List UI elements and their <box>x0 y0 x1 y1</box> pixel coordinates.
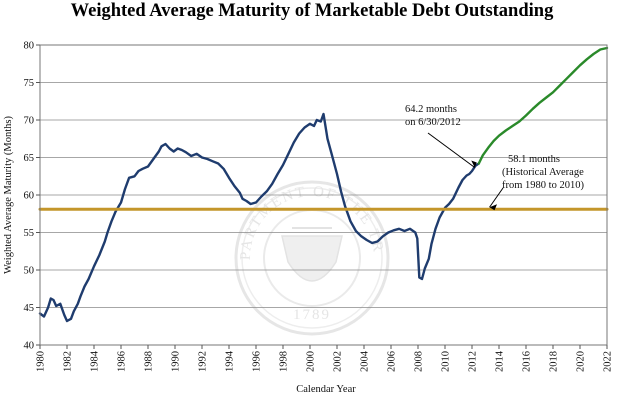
seal-shield <box>281 235 343 282</box>
x-tick-label: 2020 <box>576 351 587 372</box>
y-tick-label: 70 <box>24 116 35 127</box>
maturity-historical-line <box>38 112 480 323</box>
x-tick-label: 1992 <box>198 351 209 372</box>
annotation-line: 58.1 months <box>508 154 560 165</box>
seal-top-text: THE DEPARTMENT OF THE TREASURY <box>0 0 386 260</box>
x-tick-label: 2016 <box>522 351 533 372</box>
y-axis-label: Weighted Average Maturity (Months) <box>3 116 14 274</box>
annotation-arrow <box>489 187 504 208</box>
series-layer <box>38 46 609 323</box>
annotation-line: (Historical Average <box>502 167 584 178</box>
x-tick-label: 2014 <box>495 350 506 372</box>
annotation-arrowhead <box>489 204 497 211</box>
x-tick-label: 2018 <box>549 351 560 372</box>
x-tick-label: 2006 <box>387 351 398 372</box>
y-tick-label: 60 <box>24 191 35 202</box>
x-tick-label: 2008 <box>414 351 425 372</box>
y-tick-label: 65 <box>24 153 35 164</box>
x-tick-label: 1986 <box>117 351 128 372</box>
x-tick-label: 2000 <box>306 351 317 372</box>
x-axis-ticks: 1980 1982 1984 1986 1988 1990 1992 1994 1996 1998… <box>36 345 614 372</box>
y-tick-label: 50 <box>24 266 35 277</box>
x-tick-label: 1984 <box>90 350 101 372</box>
x-tick-label: 2012 <box>468 351 479 372</box>
x-tick-label: 1980 <box>36 351 47 372</box>
y-tick-label: 55 <box>24 228 35 239</box>
y-axis-ticks: 40 45 50 55 60 65 70 75 80 <box>24 41 40 352</box>
y-tick-label: 80 <box>24 41 35 52</box>
treasury-seal-watermark: THE DEPARTMENT OF THE TREASURY 1789 <box>0 0 390 336</box>
seal-year: 1789 <box>293 307 331 323</box>
x-tick-label: 1982 <box>63 351 74 372</box>
x-axis-label: Calendar Year <box>296 384 356 395</box>
chart-title: Weighted Average Maturity of Marketable … <box>71 1 554 21</box>
x-tick-label: 1998 <box>279 351 290 372</box>
annotations: 64.2 months on 6/30/2012 58.1 months (Histo… <box>405 104 584 211</box>
y-tick-label: 40 <box>24 341 35 352</box>
grid-lines <box>40 44 607 346</box>
annotation-line: on 6/30/2012 <box>405 117 461 128</box>
x-tick-label: 2010 <box>441 351 452 372</box>
annotation-line: 64.2 months <box>405 104 457 115</box>
x-tick-label: 2022 <box>603 351 614 372</box>
annotation-line: from 1980 to 2010) <box>502 180 584 191</box>
x-tick-label: 2002 <box>333 351 344 372</box>
x-tick-label: 1990 <box>171 351 182 372</box>
x-tick-label: 1988 <box>144 351 155 372</box>
x-tick-label: 1994 <box>225 350 236 372</box>
x-tick-label: 2004 <box>360 350 371 372</box>
y-tick-label: 45 <box>24 303 35 314</box>
annotation-arrow <box>427 132 476 168</box>
x-tick-label: 1996 <box>252 351 263 372</box>
annotation-arrowhead <box>471 160 477 168</box>
maturity-projection-line <box>477 46 609 165</box>
y-tick-label: 75 <box>24 78 35 89</box>
